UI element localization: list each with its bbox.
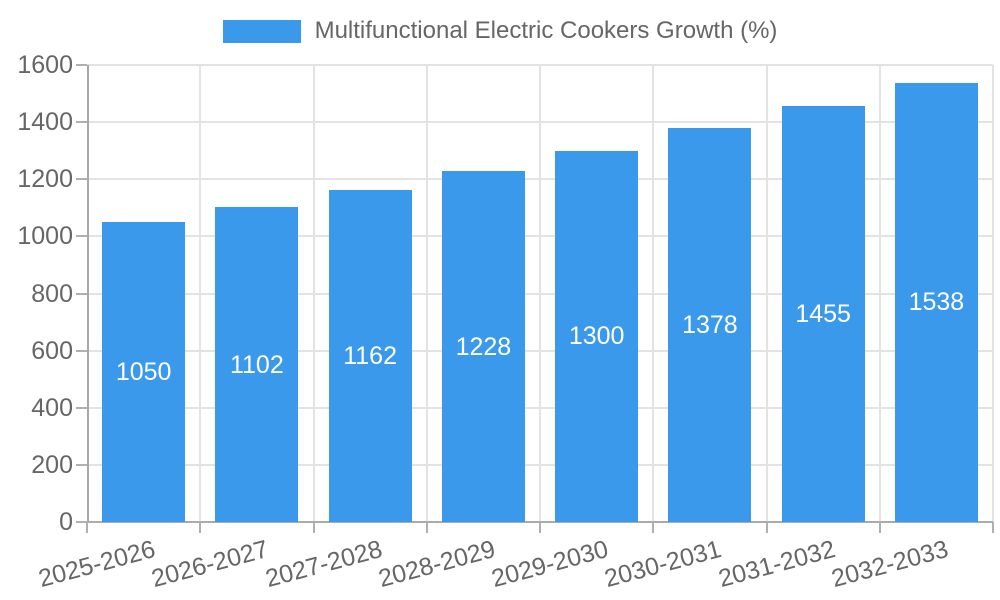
- x-axis-tick: [425, 522, 428, 533]
- x-tick-label: 2028-2029: [375, 535, 499, 594]
- v-gridline: [199, 65, 202, 522]
- v-gridline: [652, 65, 655, 522]
- chart-legend[interactable]: Multifunctional Electric Cookers Growth …: [0, 17, 1000, 45]
- bar-value-label: 1300: [568, 322, 625, 351]
- y-axis-tick: [76, 121, 87, 124]
- x-axis-tick: [199, 522, 202, 533]
- bar-value-label: 1378: [682, 311, 738, 340]
- y-axis-line: [87, 65, 89, 522]
- bar-2029-2030[interactable]: 1300: [555, 150, 639, 522]
- y-axis-tick: [76, 463, 87, 466]
- y-axis-tick: [76, 349, 87, 352]
- bar-2028-2029[interactable]: 1228: [441, 171, 525, 522]
- x-tick-label: 2032-2033: [828, 535, 952, 594]
- x-axis-tick: [312, 522, 315, 533]
- v-gridline: [312, 65, 315, 522]
- v-gridline: [539, 65, 541, 522]
- y-axis-tick: [76, 521, 87, 523]
- bar-2032-2033[interactable]: 1538: [894, 82, 978, 522]
- y-axis-tick: [76, 292, 87, 295]
- bar-value-label: 1455: [795, 300, 851, 329]
- v-gridline: [992, 65, 994, 522]
- legend-swatch-icon: [222, 19, 301, 43]
- y-axis-tick: [76, 235, 87, 238]
- v-gridline: [878, 65, 881, 522]
- y-tick-label: 1200: [17, 165, 73, 194]
- x-axis-tick: [652, 522, 655, 533]
- x-axis-tick: [992, 522, 994, 533]
- x-tick-label: 2025-2026: [35, 535, 159, 594]
- x-tick-label: 2031-2032: [715, 535, 838, 594]
- v-gridline: [765, 65, 768, 522]
- bar-value-label: 1228: [455, 332, 512, 361]
- bar-2027-2028[interactable]: 1162: [328, 190, 412, 522]
- legend-series-label: Multifunctional Electric Cookers Growth …: [314, 17, 778, 44]
- y-tick-label: 1000: [17, 222, 73, 251]
- y-axis-tick: [76, 406, 87, 409]
- x-axis-tick: [765, 522, 768, 533]
- v-gridline: [425, 65, 428, 522]
- bar-2025-2026[interactable]: 1050: [102, 222, 186, 522]
- y-tick-label: 0: [59, 508, 73, 536]
- x-axis-tick: [539, 522, 541, 533]
- y-tick-label: 200: [31, 450, 73, 479]
- y-tick-label: 600: [31, 336, 73, 365]
- bar-2026-2027[interactable]: 1102: [215, 207, 299, 522]
- y-tick-label: 800: [31, 279, 73, 308]
- y-tick-label: 1400: [17, 108, 73, 137]
- bar-value-label: 1050: [115, 358, 172, 387]
- bar-value-label: 1538: [908, 288, 965, 317]
- y-tick-label: 1600: [17, 51, 73, 79]
- x-axis-tick: [86, 522, 88, 533]
- y-tick-label: 400: [31, 393, 73, 422]
- bar-value-label: 1102: [229, 350, 284, 379]
- y-axis-tick: [76, 178, 87, 181]
- bar-2031-2032[interactable]: 1455: [781, 106, 865, 522]
- x-tick-label: 2030-2031: [601, 535, 725, 594]
- bar-2030-2031[interactable]: 1378: [668, 128, 752, 522]
- bar-value-label: 1162: [343, 342, 397, 371]
- x-axis-tick: [878, 522, 881, 533]
- x-tick-label: 2029-2030: [488, 535, 612, 594]
- y-axis-tick: [76, 64, 87, 66]
- x-tick-label: 2027-2028: [262, 535, 385, 594]
- plot-area: 1050 1102 1162 1228 1300 1378 1455 1538: [87, 65, 993, 522]
- x-tick-label: 2026-2027: [148, 535, 272, 594]
